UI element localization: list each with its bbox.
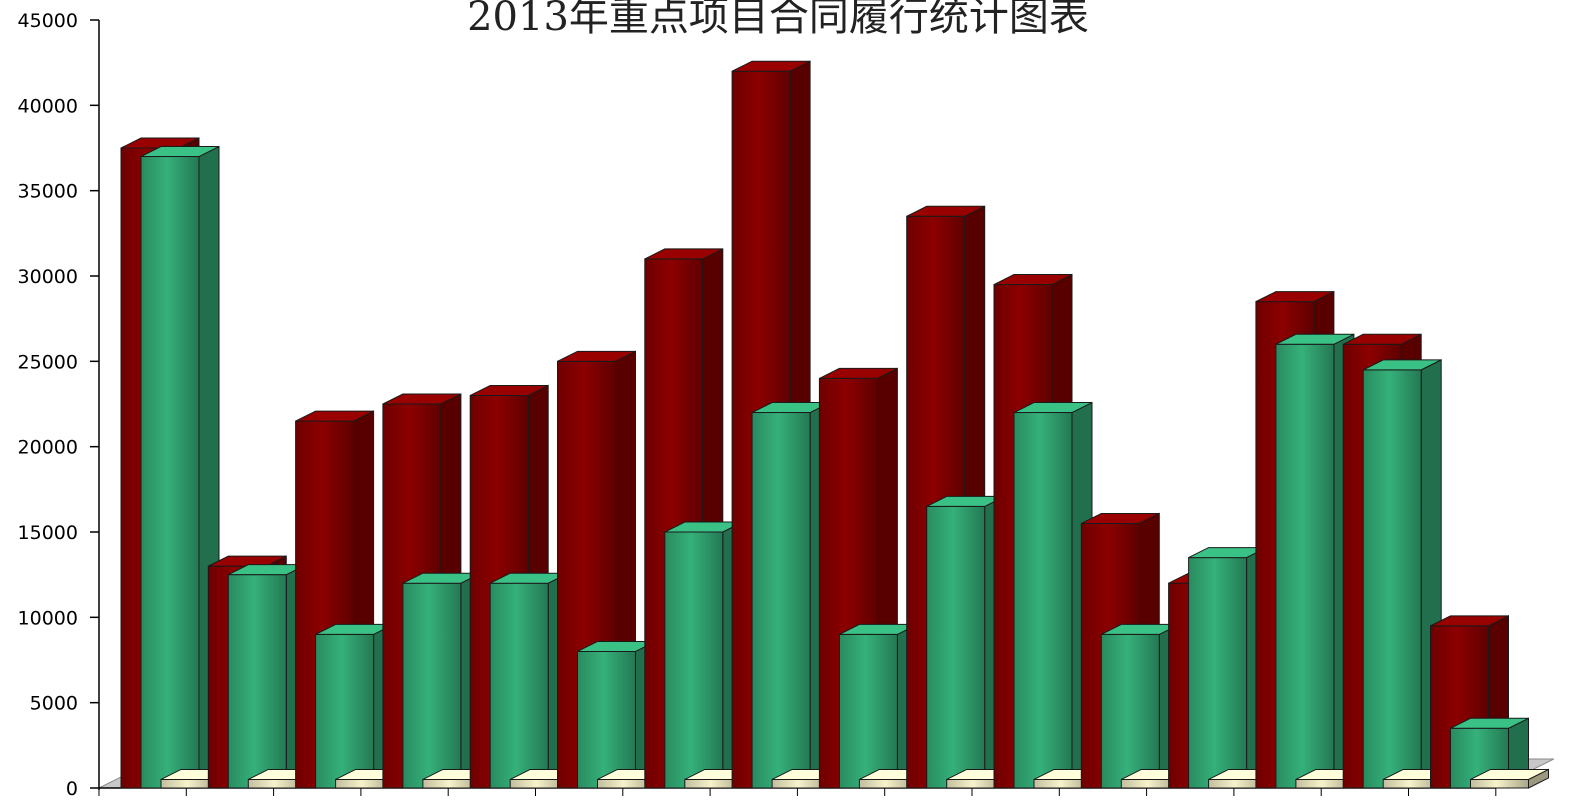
- bar-series-2: [1100, 623, 1180, 789]
- bar-series-2: [664, 521, 744, 789]
- bar: [227, 574, 287, 789]
- bar-top: [1081, 512, 1160, 524]
- bar-top: [140, 146, 220, 158]
- bar-series-2: [1013, 401, 1093, 789]
- bar-series-2: [1275, 333, 1355, 789]
- y-tick-label: 45000: [18, 10, 78, 32]
- bar-top: [1430, 615, 1509, 627]
- bar-top: [557, 350, 636, 362]
- bar: [140, 156, 200, 789]
- y-tick-label: 20000: [18, 437, 78, 459]
- bar-top: [1255, 291, 1335, 303]
- y-tick-label: 35000: [18, 181, 78, 203]
- bar-series-2: [140, 145, 220, 789]
- chart-title: 2013年重点项目合同履行统计图表: [467, 0, 1089, 40]
- bar: [1100, 633, 1160, 789]
- bar-top: [1275, 333, 1355, 345]
- bar-top: [906, 205, 985, 217]
- bar-top: [1013, 402, 1093, 414]
- bar: [664, 531, 724, 789]
- bar-top: [469, 384, 549, 396]
- y-tick-label: 5000: [30, 693, 78, 715]
- bar: [1470, 778, 1529, 789]
- bar: [1013, 412, 1073, 789]
- bar-top: [1450, 717, 1529, 729]
- bar-series-2: [577, 640, 656, 789]
- bar-series-3: [1470, 768, 1549, 789]
- bar: [402, 582, 462, 789]
- bar-series-2: [926, 495, 1006, 789]
- bar: [577, 650, 636, 789]
- bar-series-2: [1188, 546, 1268, 789]
- bar-series-2: [489, 572, 569, 789]
- bar-series-2: [1362, 359, 1442, 789]
- bar: [315, 633, 375, 789]
- bar-top: [295, 410, 374, 422]
- y-tick-label: 30000: [18, 266, 78, 288]
- bar: [1362, 369, 1422, 789]
- y-axis-ticks: 0 5000 10000 15000 20000 25000 30000 35000 40000…: [18, 10, 1497, 800]
- bar-top: [1470, 768, 1549, 780]
- y-tick-label: 10000: [18, 607, 78, 629]
- bar: [838, 633, 898, 789]
- y-tick-label: 25000: [18, 351, 78, 373]
- bar: [926, 505, 986, 789]
- bar-series-2: [838, 623, 918, 789]
- bar-top: [1362, 359, 1442, 371]
- bar-series-2: [402, 572, 482, 789]
- bar-top: [644, 248, 724, 260]
- bar: [489, 582, 549, 789]
- bar-series-2: [315, 623, 395, 789]
- bar: [1188, 557, 1248, 789]
- y-tick-label: 15000: [18, 522, 78, 544]
- bar-top: [819, 367, 898, 379]
- bars: [120, 60, 1549, 789]
- y-tick-label: 0: [66, 778, 78, 800]
- bar-top: [731, 60, 811, 72]
- y-tick-label: 40000: [18, 95, 78, 117]
- bar-top: [1342, 333, 1422, 345]
- bar: [1275, 343, 1335, 789]
- bar: [751, 412, 811, 789]
- bar-series-2: [751, 401, 831, 789]
- bar-series-2: [227, 563, 307, 789]
- bar-top: [993, 274, 1073, 286]
- bar-top: [382, 393, 462, 405]
